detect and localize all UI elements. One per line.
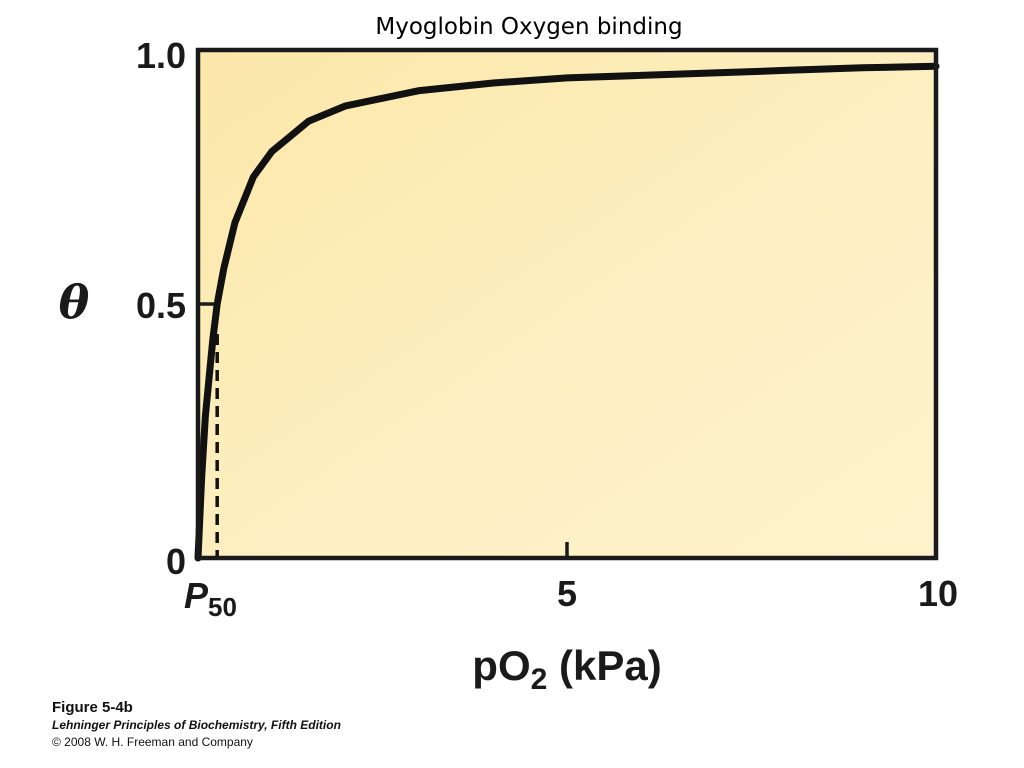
y-tick-label-0: 0 <box>166 541 186 582</box>
plot-area <box>198 50 936 558</box>
x-tick-label-10: 10 <box>918 573 958 614</box>
x-axis-label-main: pO <box>472 642 530 689</box>
caption-book-title: Lehninger Principles of Biochemistry, Fi… <box>52 718 341 732</box>
p50-label-sub: 50 <box>208 592 237 622</box>
chart-title: Myoglobin Oxygen binding <box>375 14 682 40</box>
figure-caption: Figure 5-4b Lehninger Principles of Bioc… <box>52 698 341 751</box>
caption-copyright: © 2008 W. H. Freeman and Company <box>52 735 253 749</box>
axis-ticks <box>198 302 569 558</box>
x-tick-label-5: 5 <box>557 573 577 614</box>
x-axis-label-sub: 2 <box>531 663 548 696</box>
p50-label-main: P <box>184 575 209 616</box>
y-axis-label: θ <box>59 275 90 329</box>
binding-curve <box>194 62 940 562</box>
y-tick-label-1: 1.0 <box>136 35 186 76</box>
caption-figure-number: Figure 5-4b <box>52 699 133 716</box>
y-tick-label-0-5: 0.5 <box>136 285 186 326</box>
x-axis-label-unit: (kPa) <box>547 642 661 689</box>
p50-label: P50 <box>184 575 237 622</box>
x-axis-label: pO2 (kPa) <box>472 642 661 696</box>
